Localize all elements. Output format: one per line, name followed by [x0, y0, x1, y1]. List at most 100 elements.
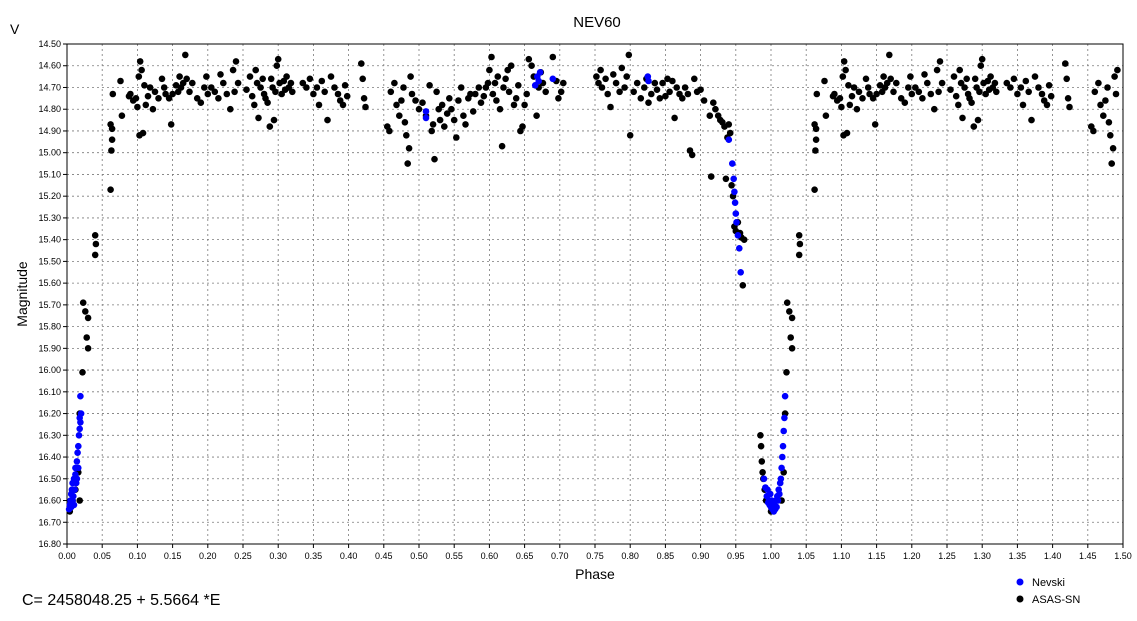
asassn-point — [489, 90, 497, 98]
asassn-point — [897, 95, 905, 102]
asassn-point — [679, 95, 686, 102]
asassn-point — [183, 75, 190, 83]
asassn-point — [726, 129, 734, 137]
asassn-point — [1028, 116, 1035, 124]
asassn-point — [1112, 90, 1120, 98]
x-tick-label: 1.40 — [1044, 551, 1062, 561]
asassn-point — [787, 334, 794, 341]
asassn-point — [1010, 75, 1018, 83]
asassn-point — [108, 136, 116, 143]
asassn-point — [597, 66, 604, 74]
asassn-point — [924, 79, 931, 87]
ephemeris-formula: C= 2458048.25 + 5.5664 *E — [22, 592, 220, 609]
asassn-point — [158, 75, 166, 83]
asassn-point — [864, 84, 872, 91]
nevski-point — [74, 449, 81, 457]
asassn-point — [812, 125, 820, 133]
asassn-point — [612, 79, 620, 87]
asassn-point — [109, 90, 117, 98]
x-tick-label: 1.30 — [973, 551, 991, 561]
asassn-point — [438, 101, 446, 109]
asassn-point — [505, 88, 513, 96]
y-tick-label: 15.70 — [38, 300, 61, 310]
asassn-point — [633, 79, 641, 87]
legend-marker-asassn — [1016, 595, 1024, 603]
chart-title: NEV60 — [573, 14, 621, 31]
x-tick-label: 1.20 — [903, 551, 921, 561]
asassn-point — [502, 75, 509, 83]
asassn-point — [448, 105, 455, 113]
x-tick-label: 0.15 — [164, 551, 182, 561]
asassn-point — [855, 88, 863, 96]
asassn-point — [836, 95, 844, 102]
asassn-point — [146, 84, 154, 91]
nevski-point — [731, 188, 738, 196]
asassn-point — [428, 127, 436, 135]
asassn-point — [429, 121, 437, 128]
asassn-point — [83, 334, 90, 341]
nevski-point — [422, 108, 430, 115]
asassn-point — [630, 88, 637, 96]
asassn-point — [467, 90, 474, 98]
asassn-point — [469, 108, 477, 115]
x-tick-label: 1.15 — [868, 551, 886, 561]
asassn-point — [688, 151, 696, 159]
asassn-point — [176, 73, 183, 80]
asassn-point — [401, 119, 409, 126]
asassn-point — [488, 53, 495, 61]
asassn-point — [477, 99, 485, 106]
x-tick-label: 1.10 — [833, 551, 851, 561]
asassn-point — [211, 88, 219, 96]
asassn-point — [598, 84, 606, 91]
x-axis-ticks: 0.00 0.05 0.10 0.15 0.20 0.25 0.30 0.35 0.40 0.45… — [58, 544, 1132, 561]
nevski-point — [737, 269, 744, 276]
asassn-point — [1107, 132, 1114, 139]
asassn-point — [362, 103, 369, 111]
asassn-point — [555, 95, 562, 102]
asassn-point — [358, 60, 365, 67]
asassn-point — [217, 71, 224, 78]
asassn-point — [1090, 127, 1097, 135]
asassn-point — [142, 101, 150, 109]
nevski-point — [731, 199, 739, 206]
asassn-point — [757, 442, 765, 450]
asassn-point — [549, 53, 557, 61]
nevski-point — [75, 464, 82, 472]
asassn-point — [306, 75, 314, 83]
asassn-point — [243, 86, 250, 93]
asassn-point — [135, 73, 143, 80]
asassn-point — [987, 73, 994, 80]
nevski-point — [760, 475, 768, 483]
asassn-point — [446, 95, 453, 102]
asassn-point — [602, 75, 609, 83]
asassn-point — [907, 73, 914, 80]
nevski-point — [732, 210, 740, 217]
asassn-point — [812, 136, 820, 143]
asassn-point — [659, 79, 666, 87]
asassn-point — [144, 92, 152, 100]
asassn-point — [139, 129, 147, 137]
nevski-point — [781, 414, 788, 422]
x-tick-label: 1.50 — [1114, 551, 1132, 561]
asassn-point — [662, 92, 669, 100]
nevski-point — [729, 160, 736, 167]
y-tick-label: 16.00 — [38, 365, 61, 375]
asassn-point — [712, 105, 719, 113]
asassn-point — [134, 103, 141, 111]
asassn-point — [457, 84, 465, 91]
asassn-point — [786, 308, 793, 315]
asassn-point — [339, 101, 347, 109]
asassn-point — [257, 84, 264, 91]
asassn-point — [607, 103, 614, 111]
asassn-point — [525, 55, 533, 63]
asassn-point — [455, 97, 462, 104]
asassn-point — [136, 58, 144, 65]
asassn-point — [193, 95, 201, 102]
asassn-point — [783, 369, 790, 376]
asassn-point — [739, 282, 747, 289]
grid-lines — [67, 44, 1123, 544]
asassn-point — [1100, 112, 1107, 119]
nevski-point — [778, 464, 785, 472]
asassn-point — [436, 116, 444, 124]
asassn-point — [504, 66, 512, 74]
